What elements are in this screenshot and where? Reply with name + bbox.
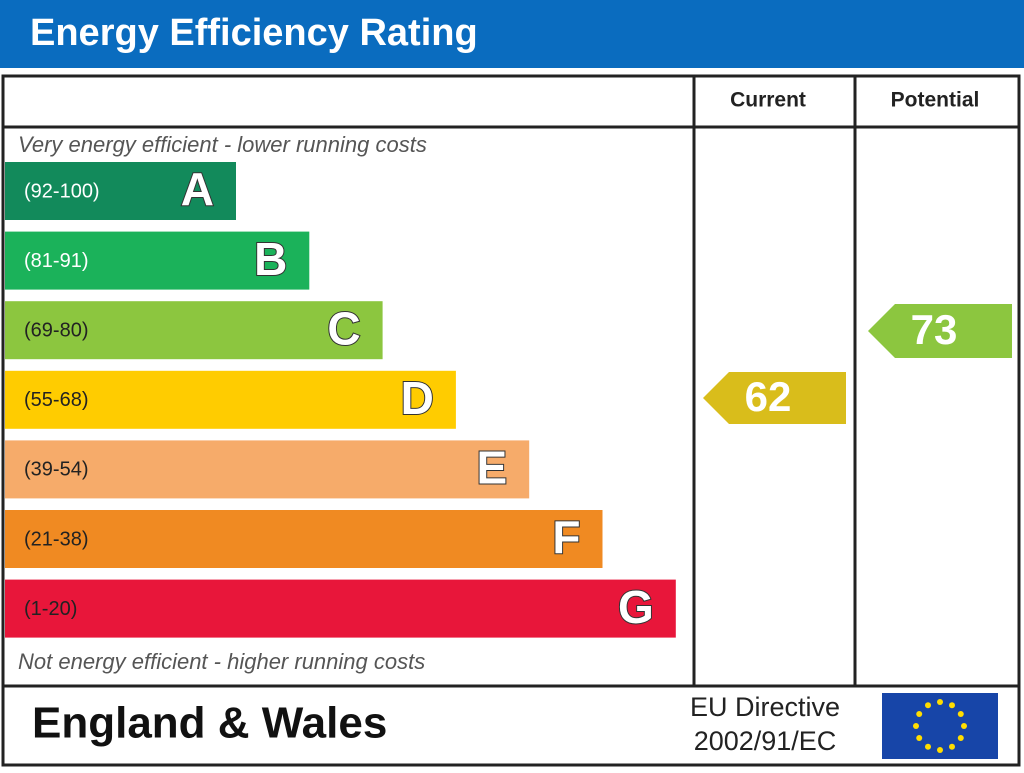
eu-stars — [913, 699, 967, 753]
band-range: (39-54) — [24, 459, 88, 481]
bands: (92-100) A (81-91) B (69-80) C (55-68) D (39-54)… — [5, 162, 676, 638]
top-note: Very energy efficient - lower running co… — [18, 132, 427, 157]
band-bar — [5, 301, 383, 360]
band-letter: G — [618, 581, 654, 633]
band-range: (55-68) — [24, 389, 88, 411]
band-range: (21-38) — [24, 528, 88, 550]
eu-star — [916, 735, 923, 741]
band-bar — [5, 440, 530, 499]
directive-line1: EU Directive — [690, 692, 840, 722]
potential-rating: 73 — [911, 306, 958, 353]
eu-star — [957, 735, 964, 741]
header-bar — [0, 0, 1024, 68]
current-header: Current — [730, 89, 806, 112]
band-letter: D — [401, 372, 434, 424]
band-bar — [5, 510, 603, 568]
band-bar — [5, 162, 236, 220]
eu-star — [949, 702, 955, 709]
band-letter: B — [254, 233, 287, 285]
potential-header: Potential — [891, 89, 980, 112]
band-bar — [5, 370, 456, 429]
eu-star — [961, 723, 967, 729]
band-range: (81-91) — [24, 250, 88, 272]
band-letter: F — [552, 511, 580, 563]
band-range: (69-80) — [24, 319, 88, 341]
eu-star — [949, 743, 955, 750]
band-bar — [5, 579, 676, 638]
eu-star — [913, 723, 919, 729]
eu-star — [925, 702, 931, 709]
eu-star — [957, 711, 964, 717]
band-letter: A — [181, 163, 214, 215]
eu-star — [916, 711, 923, 717]
band-letter: E — [477, 442, 508, 494]
directive-line2: 2002/91/EC — [694, 726, 837, 756]
band-bar — [5, 231, 310, 290]
band-range: (1-20) — [24, 598, 77, 620]
title: Energy Efficiency Rating — [30, 12, 478, 54]
bottom-note: Not energy efficient - higher running co… — [18, 649, 425, 674]
frame — [1, 74, 1021, 767]
region: England & Wales — [32, 699, 387, 748]
potential-arrow — [868, 304, 1012, 358]
current-rating: 62 — [745, 373, 792, 420]
band-letter: C — [327, 302, 360, 354]
current-arrow — [703, 372, 846, 424]
eu-star — [937, 747, 943, 753]
eu-star — [925, 743, 931, 750]
eu-star — [937, 699, 943, 705]
band-range: (92-100) — [24, 180, 100, 202]
